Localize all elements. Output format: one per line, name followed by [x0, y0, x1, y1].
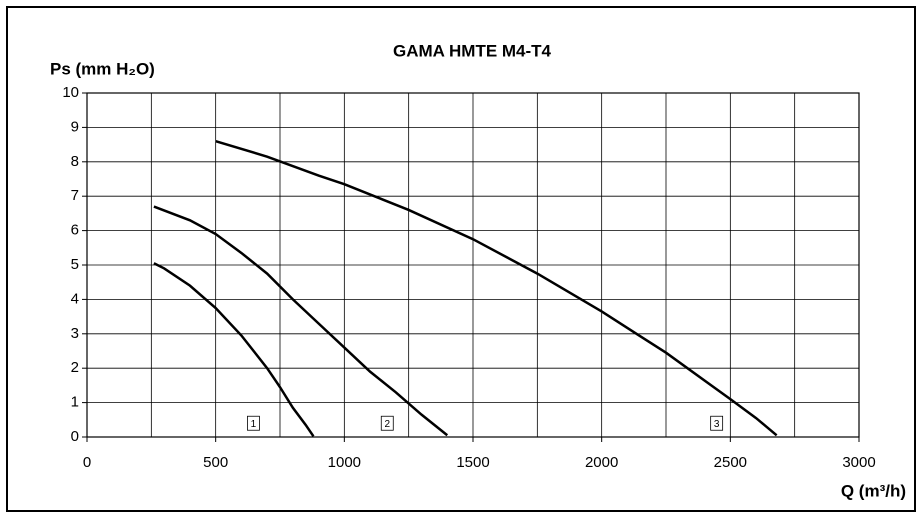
- curve-label-box: [380, 415, 394, 431]
- x-tick-label: 1000: [328, 454, 361, 471]
- y-tick-label: 0: [71, 428, 79, 445]
- y-tick-label: 1: [71, 394, 79, 411]
- x-tick-label: 500: [203, 454, 228, 471]
- curve: [215, 139, 778, 437]
- curve-label: 3: [714, 419, 720, 430]
- chart-title: GAMA HMTE M4-T4: [393, 41, 552, 60]
- y-tick-label: 8: [71, 153, 79, 170]
- y-axis-label: Ps (mm H₂O): [50, 59, 155, 78]
- x-axis-label: Q (m³/h): [841, 481, 906, 500]
- y-tick-label: 3: [71, 325, 79, 342]
- curve-label: 2: [384, 419, 390, 430]
- plot-border: [86, 92, 860, 438]
- x-tick-label: 2500: [714, 454, 747, 471]
- y-tick-label: 9: [71, 118, 79, 135]
- x-tick-label: 1500: [456, 454, 489, 471]
- y-tick-label: 5: [71, 256, 79, 273]
- y-tick-label: 6: [71, 222, 79, 239]
- y-tick-label: 7: [71, 187, 79, 204]
- curve-label-box: [710, 415, 724, 431]
- curve-label: 1: [251, 419, 257, 430]
- curve: [153, 205, 449, 437]
- x-tick-label: 2000: [585, 454, 618, 471]
- curve-label-box: [247, 415, 260, 431]
- y-tick-label: 10: [62, 84, 79, 101]
- curve: [153, 262, 315, 438]
- x-tick-label: 3000: [842, 454, 875, 471]
- x-tick-label: 0: [83, 454, 91, 471]
- y-tick-label: 4: [71, 290, 79, 307]
- y-tick-label: 2: [71, 359, 79, 376]
